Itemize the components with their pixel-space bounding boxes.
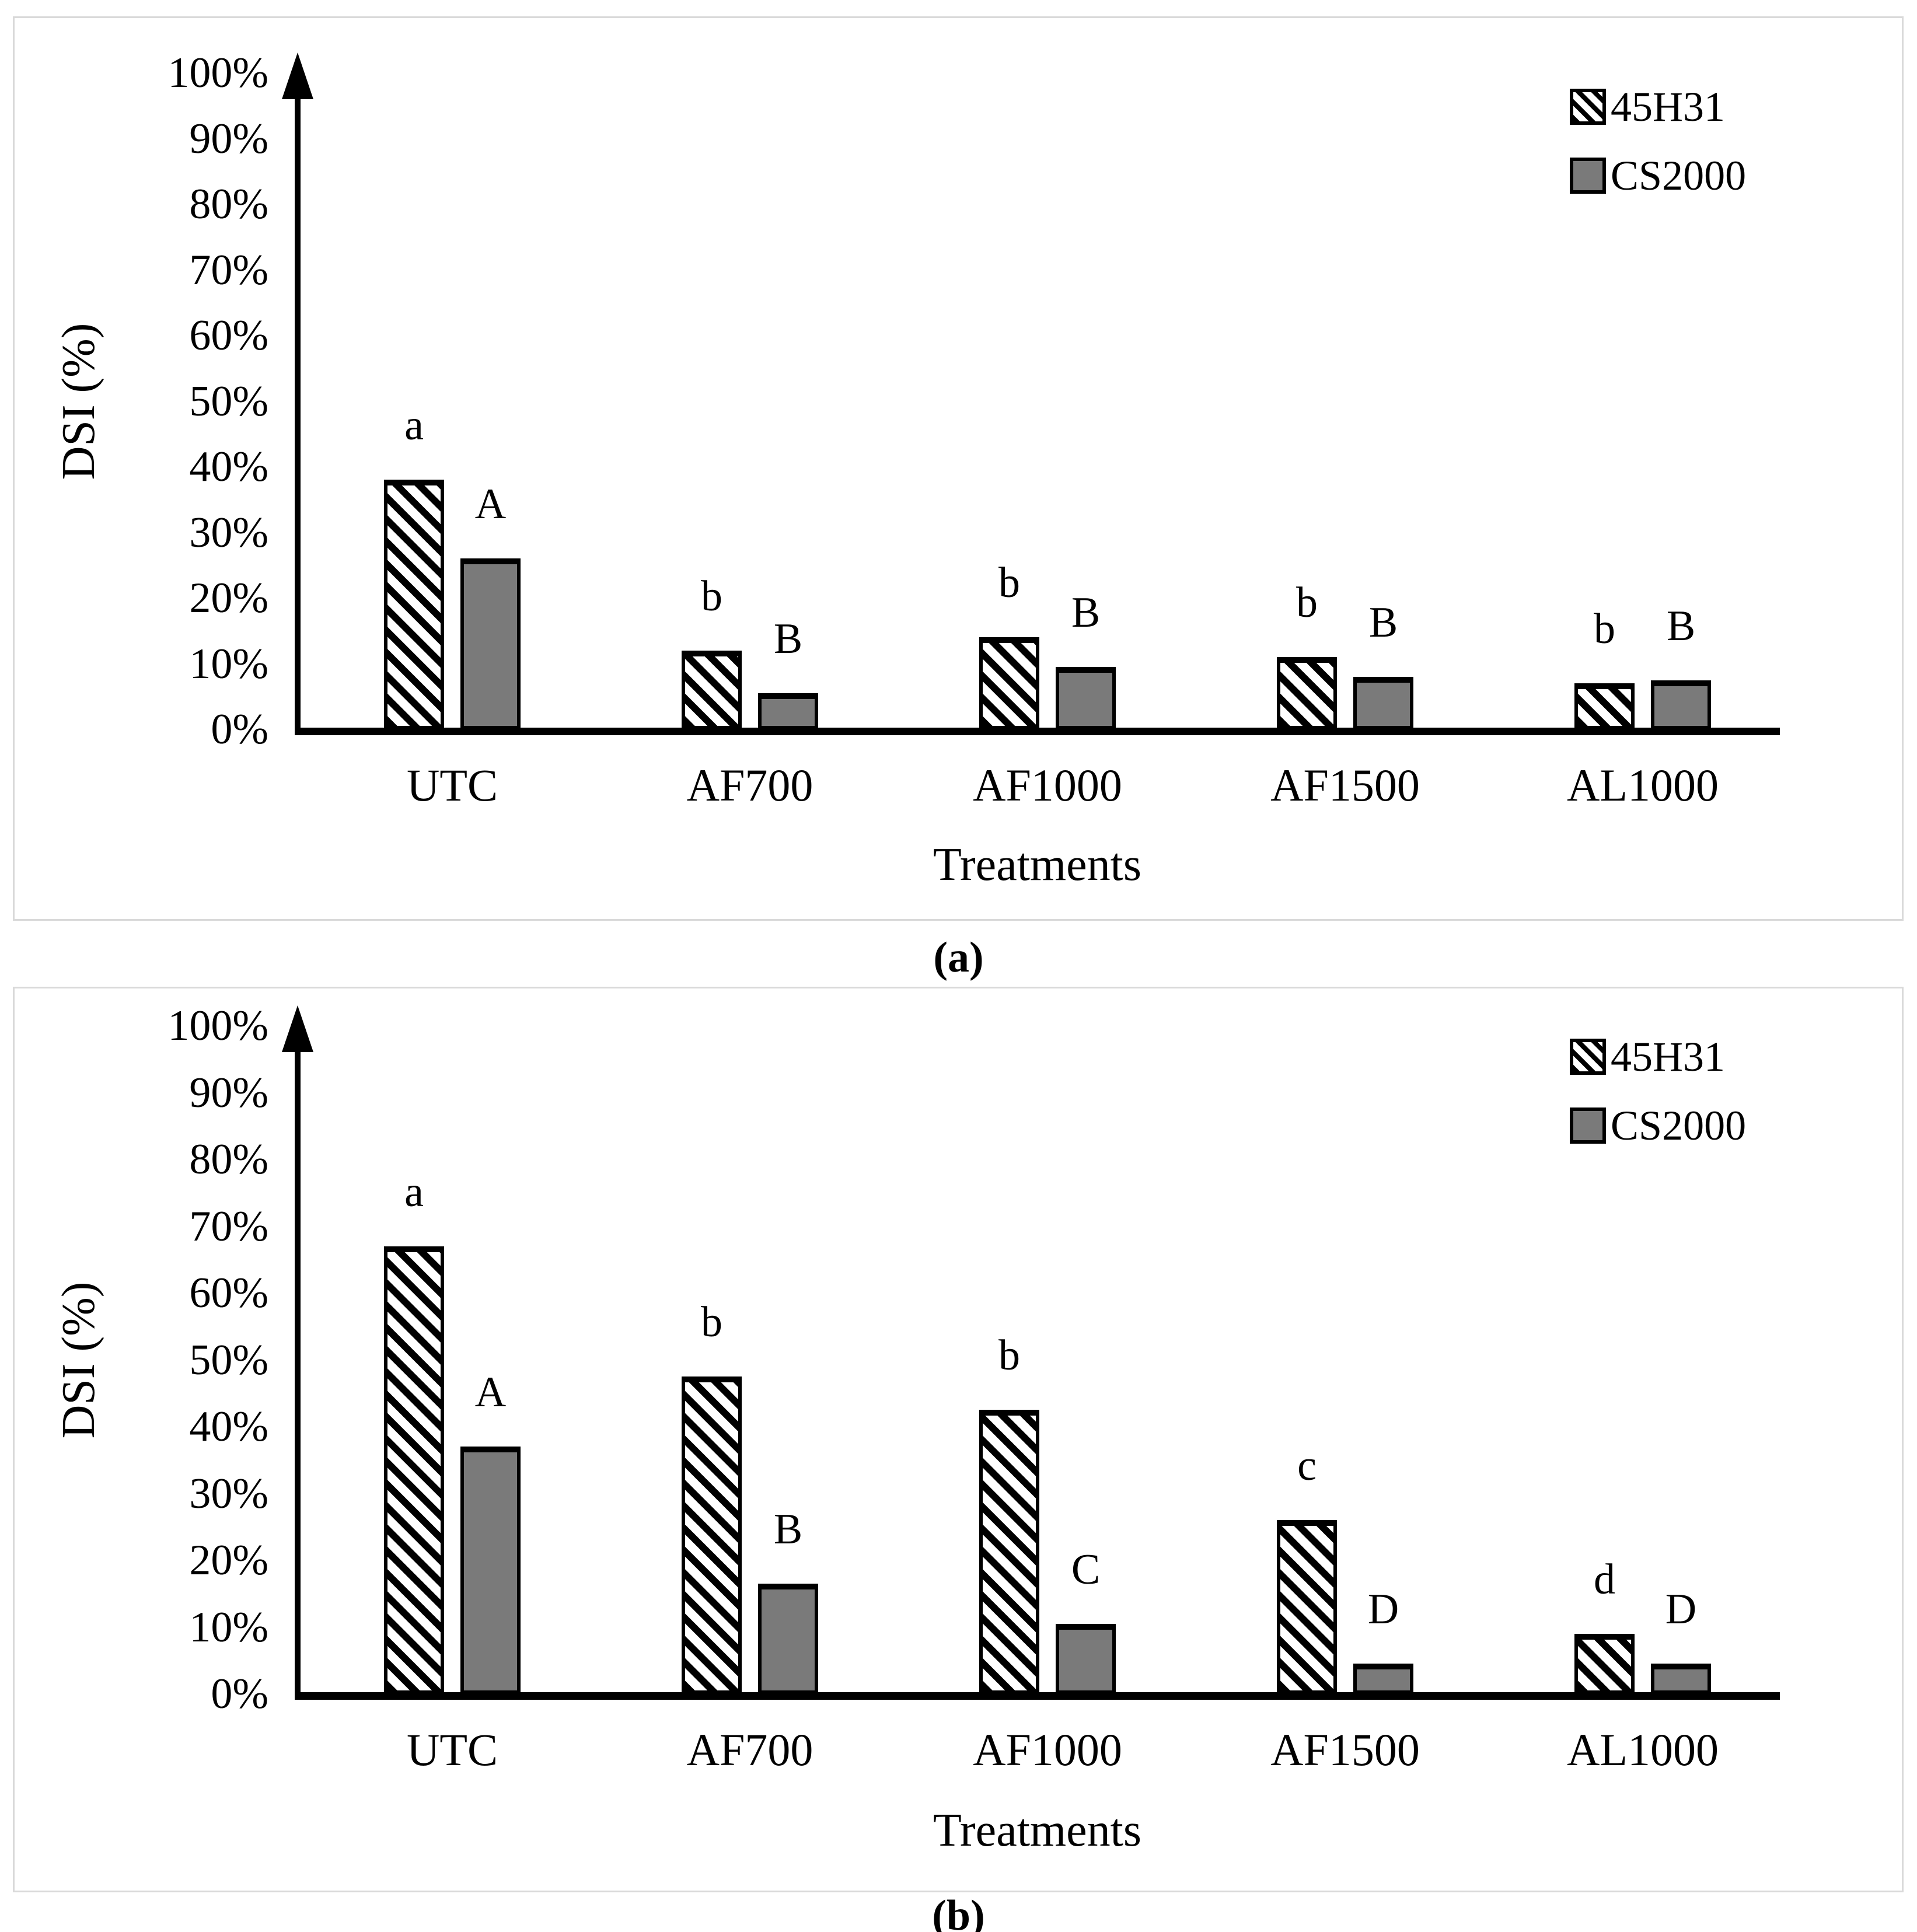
ytick-label-b: 90% xyxy=(189,1068,268,1117)
category-label-UTC-a: UTC xyxy=(407,760,498,810)
legend-label-CS2000-a: CS2000 xyxy=(1611,152,1747,199)
category-label-AF1000-b: AF1000 xyxy=(973,1724,1122,1775)
ytick-label-a: 80% xyxy=(189,180,268,228)
ytick-label-a: 90% xyxy=(189,114,268,163)
bar-CS2000-AL1000-b xyxy=(1651,1664,1711,1694)
sig-letter-b: A xyxy=(474,1368,507,1416)
x-axis-label-b: Treatments xyxy=(933,1805,1142,1856)
category-label-AF700-a: AF700 xyxy=(686,760,813,810)
ytick-label-a: 60% xyxy=(189,312,268,359)
bar-CS2000-AF700-b xyxy=(758,1584,818,1694)
x-axis-label-a: Treatments xyxy=(933,839,1142,890)
ytick-label-a: 30% xyxy=(189,508,268,557)
bar-45H31-UTC-b xyxy=(384,1246,444,1694)
sig-letter-a: B xyxy=(1666,602,1696,650)
sig-letter-a: b xyxy=(701,572,722,620)
bar-CS2000-AF1000-b xyxy=(1056,1624,1116,1694)
sig-letter-a: b xyxy=(998,559,1020,607)
sig-letter-b: b xyxy=(998,1332,1020,1379)
bar-45H31-AF700-a xyxy=(682,651,742,729)
legend-label-45H31-b: 45H31 xyxy=(1611,1033,1725,1080)
legend-swatch-45H31-b xyxy=(1570,1039,1606,1075)
sig-letter-a: B xyxy=(1368,599,1398,647)
sig-letter-b: c xyxy=(1297,1442,1317,1490)
ytick-label-b: 40% xyxy=(189,1403,268,1451)
bar-45H31-AF1000-a xyxy=(979,637,1039,729)
category-label-AF1500-a: AF1500 xyxy=(1270,760,1420,810)
sig-letter-a: b xyxy=(1296,579,1318,627)
category-label-AL1000-a: AL1000 xyxy=(1567,760,1719,810)
legend-label-CS2000-b: CS2000 xyxy=(1611,1102,1747,1149)
ytick-label-a: 10% xyxy=(189,640,268,688)
sig-letter-b: B xyxy=(773,1505,803,1553)
x-axis-b xyxy=(295,1692,1780,1700)
ytick-label-b: 100% xyxy=(167,1002,268,1050)
sig-letter-b: D xyxy=(1665,1585,1697,1633)
legend-label-45H31-a: 45H31 xyxy=(1611,83,1725,130)
bar-45H31-AL1000-a xyxy=(1574,683,1635,729)
panel-a-caption: (a) xyxy=(933,934,984,981)
category-label-AF700-b: AF700 xyxy=(686,1724,813,1775)
y-axis-b xyxy=(295,1037,301,1694)
bar-CS2000-UTC-a xyxy=(460,558,521,729)
y-axis-label-b: DSI (%) xyxy=(53,1281,104,1438)
ytick-label-a: 20% xyxy=(189,574,268,622)
bar-CS2000-UTC-b xyxy=(460,1447,521,1694)
ytick-label-b: 70% xyxy=(189,1202,268,1250)
sig-letter-a: B xyxy=(773,615,803,663)
sig-letter-a: B xyxy=(1071,589,1101,637)
legend-swatch-45H31-a xyxy=(1570,89,1606,125)
category-label-AF1500-b: AF1500 xyxy=(1270,1724,1420,1775)
sig-letter-b: C xyxy=(1071,1546,1101,1594)
ytick-label-b: 10% xyxy=(189,1603,268,1651)
bar-CS2000-AF700-a xyxy=(758,693,818,729)
bar-45H31-AF1000-b xyxy=(979,1410,1039,1694)
bar-45H31-AF1500-a xyxy=(1277,657,1337,729)
bar-45H31-UTC-a xyxy=(384,480,444,729)
ytick-label-a: 40% xyxy=(189,443,268,491)
x-axis-a xyxy=(295,728,1780,735)
ytick-label-b: 0% xyxy=(211,1670,268,1718)
ytick-label-a: 50% xyxy=(189,377,268,425)
bar-CS2000-AF1500-b xyxy=(1353,1664,1413,1694)
y-axis-a xyxy=(295,85,301,729)
sig-letter-b: d xyxy=(1594,1556,1615,1603)
ytick-label-b: 20% xyxy=(189,1536,268,1584)
ytick-label-a: 0% xyxy=(211,705,268,753)
ytick-label-a: 100% xyxy=(167,49,268,97)
category-label-AF1000-a: AF1000 xyxy=(973,760,1122,810)
panel-b-caption: (b) xyxy=(932,1892,985,1932)
sig-letter-a: A xyxy=(474,480,507,528)
ytick-label-b: 80% xyxy=(189,1136,268,1183)
legend-swatch-CS2000-a xyxy=(1570,158,1606,194)
sig-letter-a: b xyxy=(1594,605,1615,653)
bar-45H31-AF1500-b xyxy=(1277,1520,1337,1694)
ytick-label-b: 60% xyxy=(189,1269,268,1317)
bar-CS2000-AF1500-a xyxy=(1353,677,1413,729)
legend-swatch-CS2000-b xyxy=(1570,1108,1606,1144)
sig-letter-b: D xyxy=(1367,1585,1399,1633)
y-axis-label-a: DSI (%) xyxy=(53,323,104,480)
sig-letter-b: a xyxy=(404,1168,424,1216)
bar-CS2000-AL1000-a xyxy=(1651,680,1711,729)
bar-CS2000-AF1000-a xyxy=(1056,667,1116,729)
sig-letter-a: a xyxy=(404,401,424,449)
ytick-label-a: 70% xyxy=(189,246,268,294)
ytick-label-b: 50% xyxy=(189,1336,268,1384)
ytick-label-b: 30% xyxy=(189,1469,268,1518)
bar-45H31-AF700-b xyxy=(682,1376,742,1694)
category-label-UTC-b: UTC xyxy=(407,1724,498,1775)
bar-45H31-AL1000-b xyxy=(1574,1634,1635,1694)
sig-letter-b: b xyxy=(701,1298,722,1346)
category-label-AL1000-b: AL1000 xyxy=(1567,1724,1719,1775)
